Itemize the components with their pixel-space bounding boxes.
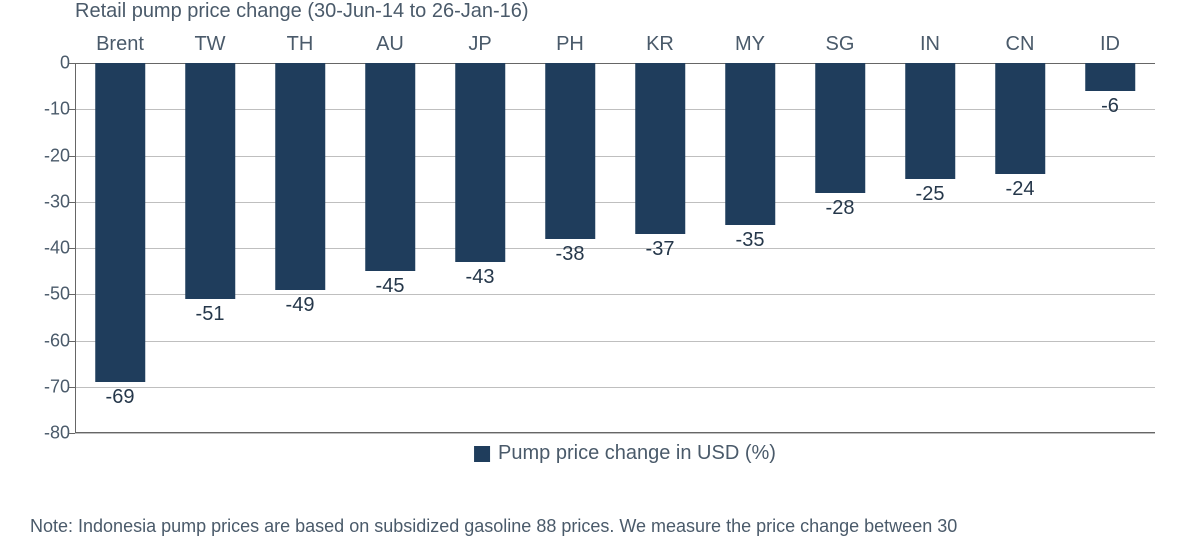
category-label: KR (615, 33, 705, 61)
category-label: IN (885, 33, 975, 61)
bar (815, 63, 865, 193)
bar-value-label: -43 (466, 266, 495, 289)
category-label: TW (165, 33, 255, 61)
bar-slot: -37 (615, 63, 705, 433)
bar (725, 63, 775, 225)
bars-group: -69 -51 -49 -45 -43 -38 -37 -35 -28 -25 -24 -6 (75, 63, 1155, 433)
y-tick-label: -70 (20, 376, 70, 397)
bar-value-label: -45 (376, 275, 405, 298)
bar-slot: -28 (795, 63, 885, 433)
bar (1085, 63, 1135, 91)
bar-value-label: -49 (286, 294, 315, 317)
bar (455, 63, 505, 262)
category-label: SG (795, 33, 885, 61)
bar-value-label: -28 (826, 197, 855, 220)
bar-value-label: -25 (916, 183, 945, 206)
chart-title: Retail pump price change (30-Jun-14 to 2… (75, 0, 1175, 23)
bar-slot: -45 (345, 63, 435, 433)
bar (365, 63, 415, 271)
plot-area: BrentTWTHAUJPPHKRMYSGINCNID 0-10-20-30-4… (75, 33, 1175, 463)
category-label: AU (345, 33, 435, 61)
y-tick-label: -60 (20, 330, 70, 351)
category-axis: BrentTWTHAUJPPHKRMYSGINCNID (75, 33, 1155, 61)
bar-value-label: -37 (646, 238, 675, 261)
bar-slot: -6 (1065, 63, 1155, 433)
y-axis: 0-10-20-30-40-50-60-70-80 (20, 63, 70, 433)
bar (905, 63, 955, 179)
gridline (75, 433, 1155, 434)
bar (545, 63, 595, 239)
category-label: TH (255, 33, 345, 61)
category-label: CN (975, 33, 1065, 61)
legend-swatch (474, 446, 490, 462)
bar-value-label: -38 (556, 243, 585, 266)
bar-value-label: -24 (1006, 178, 1035, 201)
category-label: PH (525, 33, 615, 61)
bar-slot: -43 (435, 63, 525, 433)
legend: Pump price change in USD (%) (474, 442, 776, 465)
bar-slot: -49 (255, 63, 345, 433)
bar-slot: -24 (975, 63, 1065, 433)
bar (995, 63, 1045, 174)
category-label: JP (435, 33, 525, 61)
y-tick-label: 0 (20, 53, 70, 74)
chart-container: Retail pump price change (30-Jun-14 to 2… (75, 0, 1175, 463)
y-tick-label: -40 (20, 238, 70, 259)
bar (95, 63, 145, 382)
bar (275, 63, 325, 290)
footnote: Note: Indonesia pump prices are based on… (30, 516, 957, 537)
bar (185, 63, 235, 299)
category-label: ID (1065, 33, 1155, 61)
y-tick-label: -20 (20, 145, 70, 166)
legend-label: Pump price change in USD (%) (498, 442, 776, 465)
bar-slot: -51 (165, 63, 255, 433)
bar (635, 63, 685, 234)
category-label: MY (705, 33, 795, 61)
bar-slot: -35 (705, 63, 795, 433)
y-tick-label: -10 (20, 99, 70, 120)
bar-slot: -69 (75, 63, 165, 433)
bar-slot: -25 (885, 63, 975, 433)
bar-value-label: -69 (106, 386, 135, 409)
bar-value-label: -35 (736, 229, 765, 252)
y-tick-label: -50 (20, 284, 70, 305)
y-tick-label: -30 (20, 191, 70, 212)
y-tick-label: -80 (20, 423, 70, 444)
bar-value-label: -6 (1101, 95, 1119, 118)
bar-slot: -38 (525, 63, 615, 433)
bar-value-label: -51 (196, 303, 225, 326)
category-label: Brent (75, 33, 165, 61)
